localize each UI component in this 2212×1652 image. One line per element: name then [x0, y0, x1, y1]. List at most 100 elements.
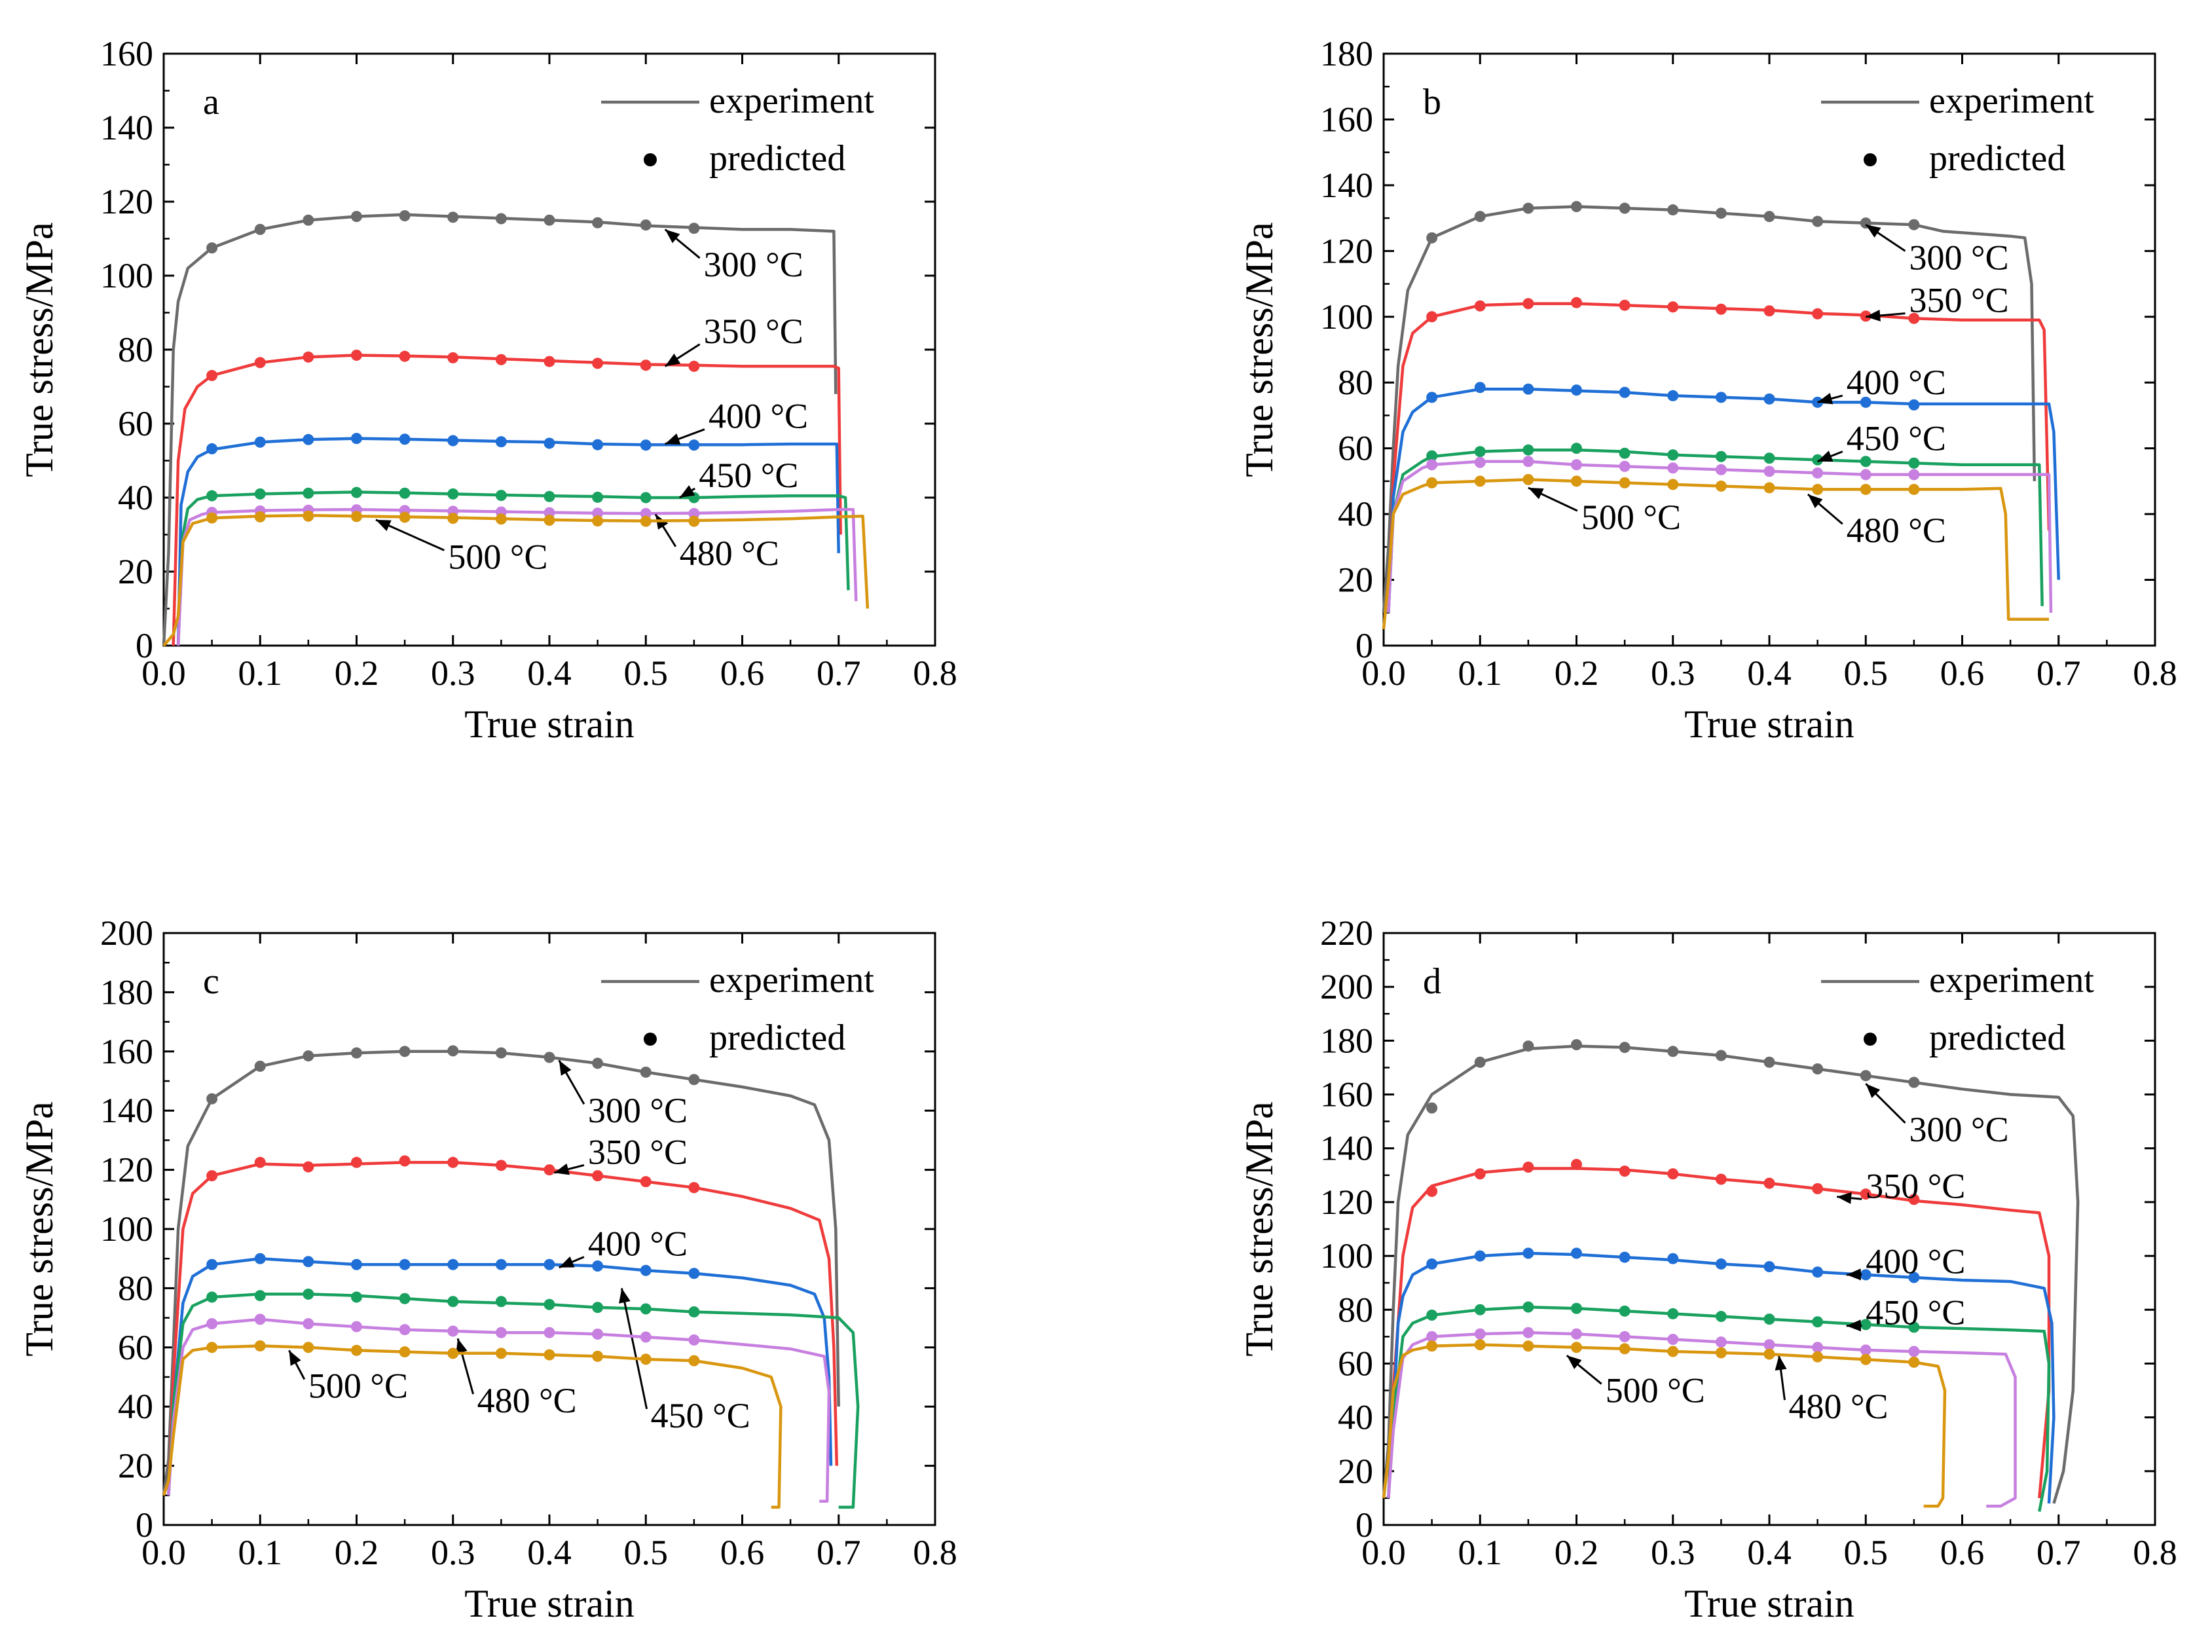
data-point: [1474, 211, 1486, 223]
data-point: [1619, 202, 1631, 214]
data-point: [1522, 1301, 1534, 1313]
y-axis-label: True stress/MPa: [1238, 222, 1281, 477]
data-point: [254, 511, 266, 523]
data-point: [1667, 1308, 1679, 1319]
data-point: [1763, 211, 1775, 223]
data-point: [544, 1298, 555, 1310]
series-line: [162, 1050, 840, 1496]
series-label: 450 °C: [699, 456, 798, 495]
data-point: [1571, 384, 1582, 396]
data-point: [303, 1256, 314, 1268]
data-point: [688, 507, 700, 519]
series-480C: 480 °C: [167, 1313, 831, 1503]
data-point: [399, 433, 411, 445]
y-tick-label: 60: [118, 1328, 153, 1367]
data-point: [1522, 1040, 1534, 1052]
data-point: [1667, 449, 1679, 461]
data-point: [640, 1331, 652, 1343]
data-point: [1908, 219, 1920, 230]
data-point: [640, 1066, 652, 1078]
series-350C: 350 °C: [167, 1132, 839, 1496]
arrow-head: [1817, 393, 1834, 405]
data-point: [592, 1057, 604, 1069]
data-point: [351, 1258, 362, 1270]
data-point: [640, 1176, 652, 1188]
series-line: [176, 490, 850, 646]
data-point: [1426, 459, 1438, 471]
series-label: 300 °C: [1909, 1110, 2009, 1149]
data-point: [495, 1047, 507, 1059]
series-500C: 500 °C: [162, 510, 870, 647]
data-point: [1812, 1183, 1824, 1194]
y-tick-label: 60: [1338, 429, 1373, 468]
arrow-head: [1866, 1084, 1881, 1098]
data-point: [688, 1268, 700, 1279]
data-point: [206, 370, 218, 382]
data-point: [640, 1264, 652, 1276]
data-point: [447, 211, 459, 223]
data-point: [447, 513, 459, 524]
data-point: [303, 1161, 314, 1173]
data-point: [399, 1293, 411, 1304]
series-label: 500 °C: [308, 1367, 408, 1406]
arrow-head: [665, 229, 680, 244]
series-label: 400 °C: [1866, 1241, 1965, 1281]
data-point: [351, 349, 362, 361]
x-tick-label: 0.3: [431, 1533, 475, 1572]
legend-marker-swatch: [644, 1033, 657, 1046]
data-point: [447, 488, 459, 500]
data-point: [1571, 1039, 1582, 1051]
legend-predicted-label: predicted: [709, 1018, 845, 1058]
data-point: [447, 1348, 459, 1359]
legend-predicted-label: predicted: [709, 138, 845, 179]
arrow-head: [619, 1288, 631, 1304]
data-point: [1522, 383, 1534, 395]
data-point: [592, 507, 604, 519]
data-point: [1426, 450, 1438, 462]
data-point: [640, 492, 652, 504]
data-point: [1908, 1076, 1920, 1088]
data-point: [1619, 1251, 1631, 1263]
series-label: 450 °C: [1866, 1293, 1965, 1332]
panel-d: 0.0 0.1 0.2 0.3 0.4 0.5 0.6 0.7 0.8 0 20 40 60 80 100 1…: [1238, 913, 2177, 1625]
data-point: [1812, 1342, 1824, 1353]
arrow-head: [559, 1256, 575, 1268]
series-label: 500 °C: [1606, 1371, 1705, 1410]
legend-experiment-label: experiment: [1929, 960, 2094, 1000]
arrow-head: [1866, 309, 1881, 321]
data-point: [1763, 452, 1775, 464]
data-point: [1812, 1063, 1824, 1075]
data-point: [254, 1060, 266, 1072]
series-label: 500 °C: [1581, 498, 1681, 537]
x-axis-label: True strain: [464, 1582, 634, 1625]
data-point: [351, 1321, 362, 1332]
y-tick-label: 220: [1320, 913, 1373, 953]
series-label: 450 °C: [1847, 419, 1946, 458]
y-tick-label: 120: [1320, 1183, 1373, 1222]
data-point: [1812, 1351, 1824, 1363]
x-tick-label: 0.4: [527, 1533, 572, 1572]
data-point: [1763, 393, 1775, 405]
data-point: [206, 490, 218, 502]
y-tick-label: 160: [100, 1032, 153, 1071]
series-line: [1387, 388, 2061, 613]
data-point: [447, 1156, 459, 1168]
data-point: [592, 1302, 604, 1313]
series-450C: 450 °C: [1387, 1293, 2051, 1512]
y-tick-label: 20: [1338, 1452, 1373, 1491]
data-point: [1715, 1336, 1727, 1348]
x-tick-label: 0.3: [431, 653, 475, 693]
data-point: [1522, 1327, 1534, 1338]
data-point: [254, 1313, 266, 1325]
data-point: [1812, 1316, 1824, 1328]
data-point: [1667, 301, 1679, 313]
series-480C: 480 °C: [1387, 456, 2053, 613]
data-point: [1667, 390, 1679, 401]
x-tick-label: 0.1: [1458, 653, 1503, 693]
data-point: [1908, 1346, 1920, 1357]
data-point: [495, 490, 507, 502]
data-point: [1619, 477, 1631, 488]
x-tick-label: 0.7: [817, 653, 861, 693]
data-point: [303, 510, 314, 522]
data-point: [1426, 392, 1438, 403]
